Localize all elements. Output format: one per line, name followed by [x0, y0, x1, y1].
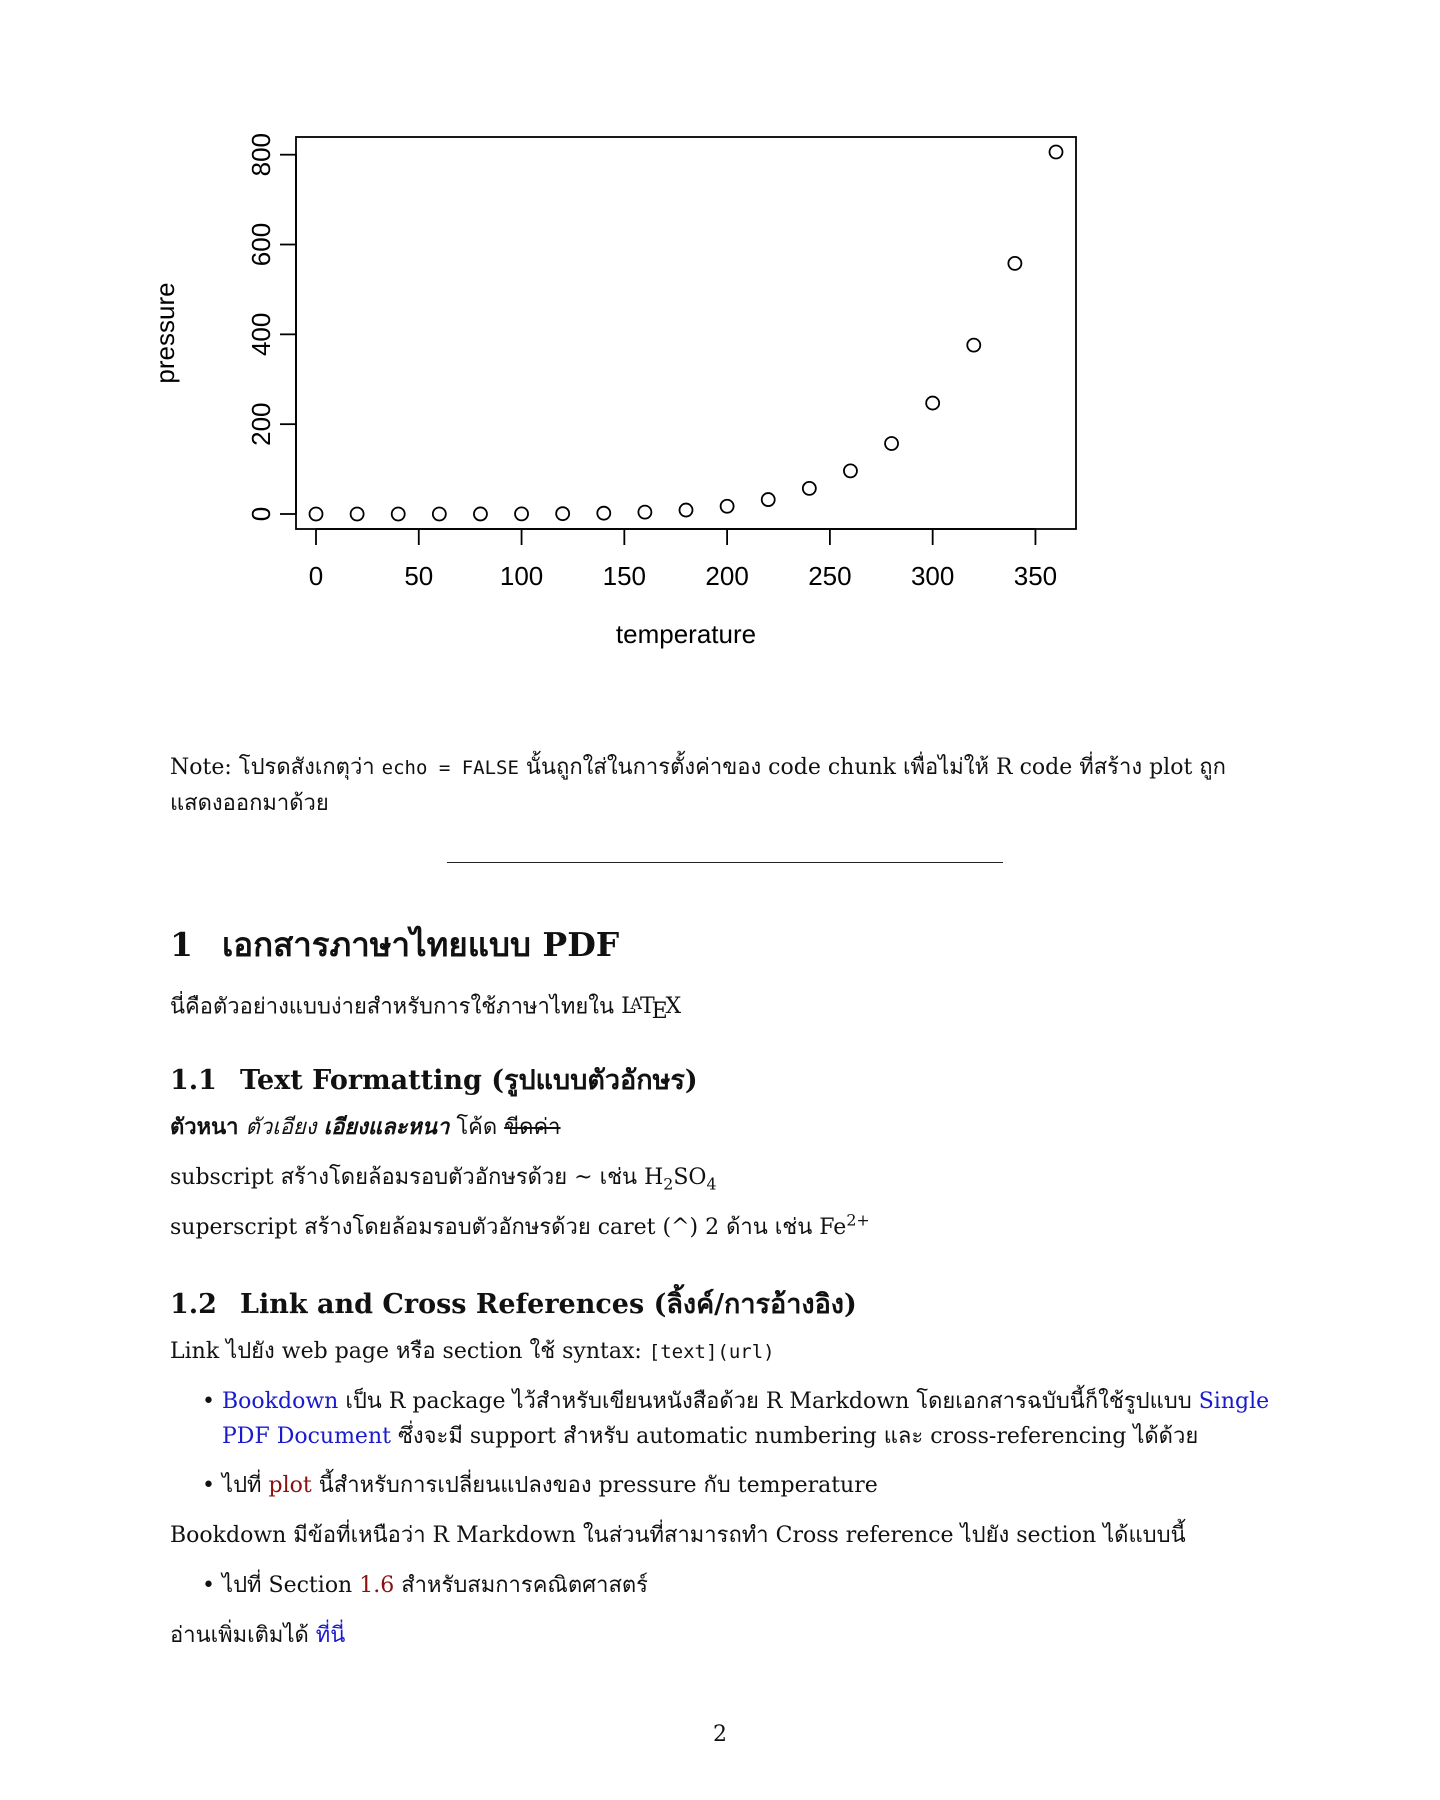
bullet-icon: • [202, 1389, 215, 1414]
y-axis-label: pressure [150, 282, 180, 383]
y-tick-label: 800 [246, 133, 276, 176]
data-point [349, 506, 365, 522]
formatting-examples: ตัวหนา ตัวเอียง เอียงและหนา โค้ด ขีดค่า [170, 1110, 1280, 1145]
section-1-number: 1 [170, 925, 193, 964]
section-1-intro: นี่คือตัวอย่างแบบง่ายสำหรับการใช้ภาษาไทย… [170, 986, 1280, 1029]
data-point [308, 506, 324, 522]
x-tick-label: 0 [309, 561, 323, 591]
bold-italic-example: เอียงและหนา [323, 1114, 450, 1140]
bold-example: ตัวหนา [170, 1114, 239, 1140]
x-tick-label: 250 [808, 561, 851, 591]
data-point [966, 337, 982, 353]
read-more-link[interactable]: ที่นี่ [315, 1623, 346, 1648]
note-prefix: Note: โปรดสังเกตุว่า [170, 755, 382, 780]
bookdown-paragraph: Bookdown มีข้อที่เหนือว่า R Markdown ในส… [170, 1523, 1186, 1548]
horizontal-rule [447, 862, 1003, 863]
data-point [1048, 144, 1064, 160]
x-tick-label: 100 [500, 561, 543, 591]
x-tick-label: 350 [1014, 561, 1057, 591]
y-tick-label: 200 [246, 402, 276, 445]
bookdown-link[interactable]: Bookdown [222, 1389, 339, 1414]
data-point [678, 502, 694, 518]
superscript-line: superscript สร้างโดยล้อมรอบตัวอักษรด้วย … [170, 1210, 870, 1240]
superscript-2plus: 2+ [846, 1210, 870, 1230]
list-item-bookdown: • Bookdown เป็น R package ไว้สำหรับเขียน… [202, 1384, 1282, 1454]
data-point [637, 504, 653, 520]
italic-example: ตัวเอียง [245, 1115, 317, 1140]
subscript-line: subscript สร้างโดยล้อมรอบตัวอักษรด้วย ~ … [170, 1165, 717, 1194]
y-tick-label: 400 [246, 313, 276, 356]
section-1-1-title: Text Formatting (รูปแบบตัวอักษร) [240, 1065, 698, 1096]
data-point [514, 506, 529, 522]
section-1-1-heading: 1.1 Text Formatting (รูปแบบตัวอักษร) [170, 1058, 698, 1101]
list-item-section-ref: • ไปที่ Section 1.6 สำหรับสมการคณิตศาสตร… [202, 1568, 1282, 1603]
data-point [801, 480, 817, 496]
y-tick-label: 0 [246, 507, 276, 521]
link-syntax-line: Link ไปยัง web page หรือ section ใช้ syn… [170, 1339, 775, 1364]
y-axis: 0 200 400 600 800 [246, 133, 297, 521]
data-point [884, 436, 899, 451]
plot-note: Note: โปรดสังเกตุว่า echo = FALSE นั้นถู… [170, 750, 1280, 821]
x-axis-label: temperature [616, 619, 756, 649]
x-tick-label: 300 [911, 561, 954, 591]
code-example: โค้ด [456, 1115, 498, 1140]
data-point [596, 505, 612, 521]
data-point [473, 506, 488, 522]
pressure-scatter-plot: 0 50 100 150 200 250 300 350 0 200 400 600 800 temp… [150, 133, 1077, 649]
note-code: echo = FALSE [381, 757, 519, 779]
x-tick-label: 50 [404, 561, 433, 591]
section-1-1-number: 1.1 [170, 1065, 217, 1096]
strikethrough-example: ขีดค่า [504, 1115, 561, 1140]
data-point [719, 498, 735, 514]
x-axis: 0 50 100 150 200 250 300 350 [309, 528, 1057, 591]
read-more-line: อ่านเพิ่มเติมได้ ที่นี่ [170, 1623, 346, 1648]
x-tick-label: 150 [603, 561, 646, 591]
single-pdf-document-link[interactable]: Single PDF Document [222, 1389, 1270, 1449]
bullet-icon: • [202, 1473, 215, 1498]
data-point [431, 506, 447, 522]
section-1-2-title: Link and Cross References (ลิ้งค์/การอ้า… [240, 1289, 857, 1320]
plot-frame [295, 136, 1077, 530]
data-point [843, 463, 858, 479]
data-point [1007, 255, 1023, 271]
section-1-title: เอกสารภาษาไทยแบบ PDF [222, 925, 620, 964]
subscript-2: 2 [663, 1174, 674, 1194]
bullet-icon: • [202, 1573, 215, 1598]
page-number: 2 [713, 1722, 727, 1747]
section-1-2-heading: 1.2 Link and Cross References (ลิ้งค์/การ… [170, 1282, 857, 1325]
subscript-4: 4 [706, 1174, 717, 1194]
note-suffix: นั้นถูกใส่ในการตั้งค่าของ code chunk เพื… [170, 755, 1226, 816]
y-tick-label: 600 [246, 223, 276, 266]
list-item-plot: • ไปที่ plot นี้สำหรับการเปลี่ยนแปลงของ … [202, 1468, 1282, 1503]
section-1-2-number: 1.2 [170, 1289, 217, 1320]
x-tick-label: 200 [705, 561, 748, 591]
section-1-heading: 1 เอกสารภาษาไทยแบบ PDF [170, 918, 619, 971]
data-point [390, 506, 406, 522]
link-syntax-code: [text](url) [648, 1341, 775, 1363]
section-1-6-link[interactable]: 1.6 [359, 1573, 395, 1598]
data-point [555, 506, 571, 522]
latex-logo: LATEX [621, 994, 682, 1025]
data-point [925, 395, 941, 411]
plot-reference-link[interactable]: plot [268, 1473, 312, 1498]
data-point [760, 492, 776, 507]
data-points [308, 144, 1064, 522]
intro-text: นี่คือตัวอย่างแบบง่ายสำหรับการใช้ภาษาไทย… [170, 994, 622, 1020]
